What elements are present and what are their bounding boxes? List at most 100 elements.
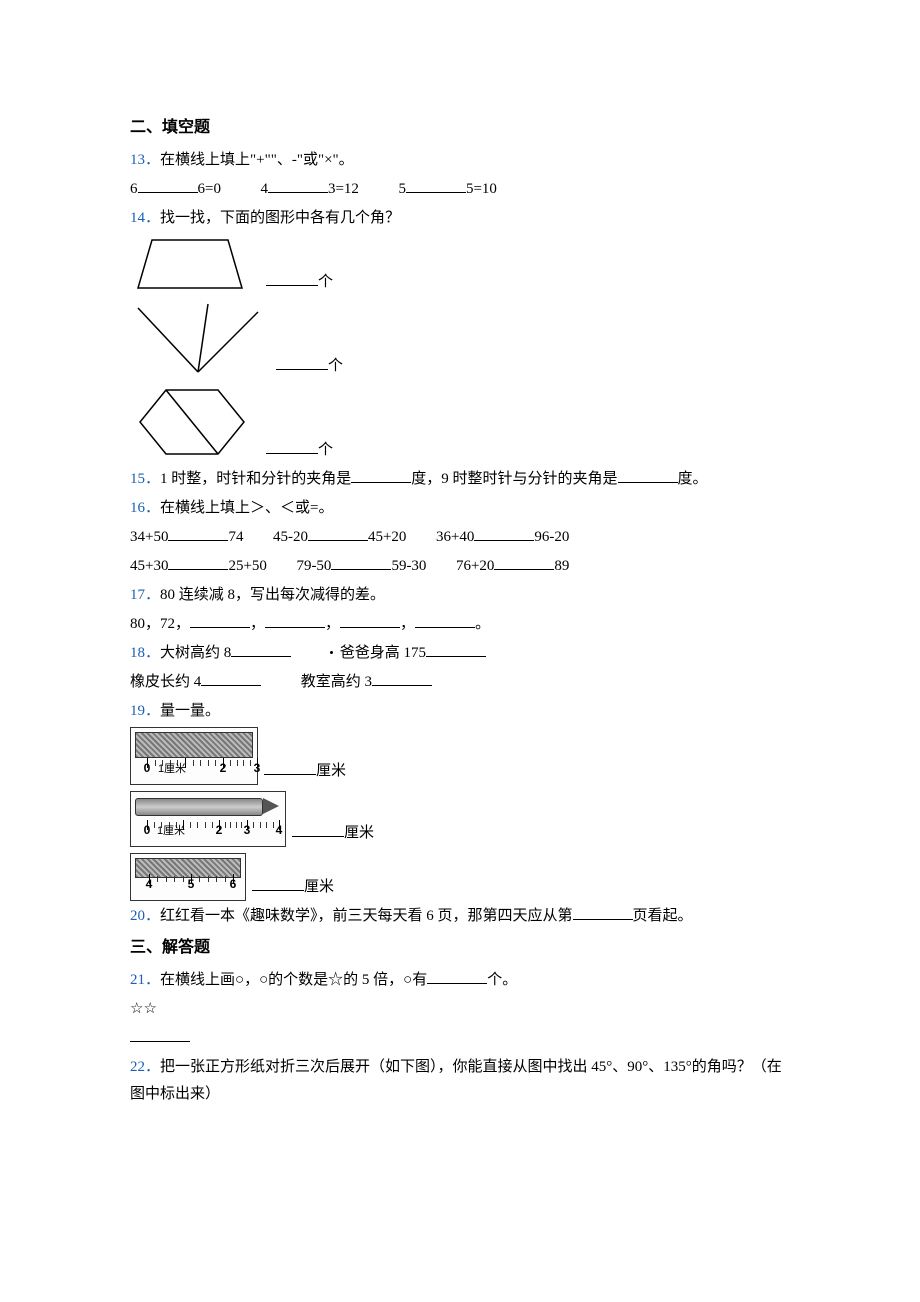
q16-r1c-r: 96-20 <box>534 529 569 545</box>
q19-text: 量一量。 <box>160 703 220 719</box>
q13-blank2[interactable] <box>268 177 328 193</box>
q18-blank3[interactable] <box>201 670 261 686</box>
q13-text: 在横线上填上"+""、-"或"×"。 <box>160 152 354 168</box>
q17-seq: 80，72，，，，。 <box>130 611 790 638</box>
q13-eq1-r: 6=0 <box>198 181 221 197</box>
q21-number: 21． <box>130 972 160 988</box>
q19-line: 19．量一量。 <box>130 698 790 725</box>
q13-number: 13． <box>130 152 160 168</box>
q19-ruler2-label: 厘米 <box>292 820 374 847</box>
q14-blank2[interactable] <box>276 354 328 370</box>
q17-blank1[interactable] <box>190 612 250 628</box>
q14-shape1-label: 个 <box>266 269 333 296</box>
trapezoid-icon <box>130 234 260 296</box>
q17-blank4[interactable] <box>415 612 475 628</box>
q17-sep2: ， <box>325 616 340 632</box>
q13-line1: 13．在横线上填上"+""、-"或"×"。 <box>130 147 790 174</box>
q16-r2b-l: 79-50 <box>296 558 331 574</box>
q16-row1: 34+5074 45-2045+20 36+4096-20 <box>130 524 790 551</box>
q14-shape3-row: 个 <box>130 382 790 464</box>
angle-rays-icon <box>130 298 270 380</box>
q19-blank2[interactable] <box>292 821 344 837</box>
q19-ruler1-row: 0231厘米 厘米 <box>130 727 790 785</box>
q13-eq1-l: 6 <box>130 181 138 197</box>
q18-blank1[interactable] <box>231 641 291 657</box>
q18-d: 教室高约 3 <box>301 674 372 690</box>
q19-ruler1-label: 厘米 <box>264 758 346 785</box>
q18-number: 18． <box>130 645 160 661</box>
q22-text: 把一张正方形纸对折三次后展开（如下图），你能直接从图中找出 45°、90°、13… <box>130 1059 782 1102</box>
q21-p2: 个。 <box>487 972 517 988</box>
q16-r1-blank3[interactable] <box>474 525 534 541</box>
ruler2-icon: 02341厘米 <box>130 791 286 847</box>
q22-number: 22． <box>130 1059 160 1075</box>
q15-number: 15． <box>130 471 160 487</box>
q14-line: 14．找一找，下面的图形中各有几个角？ <box>130 205 790 232</box>
q13-blank1[interactable] <box>138 177 198 193</box>
q15-p1: 1 时整，时针和分针的夹角是 <box>160 471 351 487</box>
q13-line2: 66=0 43=12 55=10 <box>130 176 790 203</box>
q16-line: 16．在横线上填上＞、＜或=。 <box>130 495 790 522</box>
q18-line1: 18．大树高约 8 爸爸身高 175 <box>130 640 790 667</box>
q18-b: 爸爸身高 175 <box>340 645 426 661</box>
q19-unit3: 厘米 <box>304 879 334 895</box>
ruler3-icon: 456 <box>130 853 246 901</box>
q19-ruler3-row: 456 厘米 <box>130 853 790 901</box>
q18-a: 大树高约 8 <box>160 645 231 661</box>
q19-ruler3-label: 厘米 <box>252 874 334 901</box>
q16-r1-blank2[interactable] <box>308 525 368 541</box>
q17-sep3: ， <box>400 616 415 632</box>
q13-blank3[interactable] <box>406 177 466 193</box>
q20-number: 20． <box>130 908 160 924</box>
q19-ruler2-row: 02341厘米 厘米 <box>130 791 790 847</box>
q14-blank3[interactable] <box>266 438 318 454</box>
q20-line: 20．红红看一本《趣味数学》，前三天每天看 6 页，那第四天应从第页看起。 <box>130 903 790 930</box>
q15-blank2[interactable] <box>618 467 678 483</box>
q21-line: 21．在横线上画○，○的个数是☆的 5 倍，○有个。 <box>130 967 790 994</box>
q17-prefix: 80，72， <box>130 616 190 632</box>
q15-p3: 度。 <box>678 471 708 487</box>
q21-draw-line <box>130 1025 790 1052</box>
q14-unit1: 个 <box>318 274 333 290</box>
q16-r2-blank3[interactable] <box>494 554 554 570</box>
section-heading-answer: 三、解答题 <box>130 934 790 963</box>
q21-blank1[interactable] <box>427 968 487 984</box>
q21-stars: ☆☆ <box>130 996 790 1023</box>
q19-blank1[interactable] <box>264 759 316 775</box>
q15-blank1[interactable] <box>351 467 411 483</box>
q18-c: 橡皮长约 4 <box>130 674 201 690</box>
q18-blank4[interactable] <box>372 670 432 686</box>
q14-number: 14． <box>130 210 160 226</box>
q17-number: 17． <box>130 587 160 603</box>
q16-number: 16． <box>130 500 160 516</box>
q14-shape2-row: 个 <box>130 298 790 380</box>
q15-p2: 度，9 时整时针与分针的夹角是 <box>411 471 617 487</box>
q17-text: 80 连续减 8，写出每次减得的差。 <box>160 587 385 603</box>
q16-r2-blank1[interactable] <box>168 554 228 570</box>
q20-p1: 红红看一本《趣味数学》，前三天每天看 6 页，那第四天应从第 <box>160 908 573 924</box>
q14-unit3: 个 <box>318 442 333 458</box>
q14-shape1-row: 个 <box>130 234 790 296</box>
q14-shape2-label: 个 <box>276 353 343 380</box>
q15-line: 15．1 时整，时针和分针的夹角是 度，9 时整时针与分针的夹角是 度。 <box>130 466 790 493</box>
q19-unit1: 厘米 <box>316 763 346 779</box>
q21-draw-blank[interactable] <box>130 1026 190 1042</box>
q18-blank2[interactable] <box>426 641 486 657</box>
q20-blank[interactable] <box>573 904 633 920</box>
q16-r2c-l: 76+20 <box>456 558 494 574</box>
q16-row2: 45+3025+50 79-5059-30 76+2089 <box>130 553 790 580</box>
q14-blank1[interactable] <box>266 270 318 286</box>
q19-unit2: 厘米 <box>344 825 374 841</box>
q16-r2a-l: 45+30 <box>130 558 168 574</box>
q17-blank2[interactable] <box>265 612 325 628</box>
q18-line2: 橡皮长约 4 教室高约 3 <box>130 669 790 696</box>
q16-r1b-l: 45-20 <box>273 529 308 545</box>
q16-r1-blank1[interactable] <box>168 525 228 541</box>
q16-r1c-l: 36+40 <box>436 529 474 545</box>
q17-sep1: ， <box>250 616 265 632</box>
q17-blank3[interactable] <box>340 612 400 628</box>
ruler1-icon: 0231厘米 <box>130 727 258 785</box>
q19-blank3[interactable] <box>252 875 304 891</box>
q16-r2-blank2[interactable] <box>331 554 391 570</box>
q16-r2c-r: 89 <box>554 558 569 574</box>
